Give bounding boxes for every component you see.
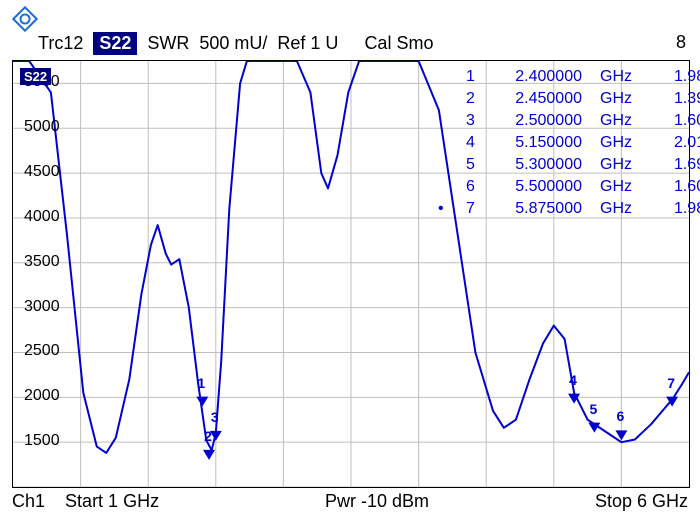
- marker-readout-table: 12.400000GHz1.986U 22.450000GHz1.392U 32…: [438, 66, 700, 220]
- y-tick-label: 4000: [24, 208, 60, 226]
- trace-header: Trc12 S22 SWR 500 mU/ Ref 1 U Cal Smo: [38, 32, 433, 55]
- y-tick-label: 5000: [24, 118, 60, 136]
- footer-bar: Ch1 Start 1 GHz Pwr -10 dBm Stop 6 GHz: [12, 491, 688, 512]
- marker-label: 7: [667, 374, 675, 390]
- trace-id: Trc12: [38, 33, 83, 54]
- y-tick-label: 2500: [24, 342, 60, 360]
- marker-label: 3: [211, 409, 219, 425]
- marker-label: 1: [197, 374, 205, 390]
- marker-row: 32.500000GHz1.604U: [438, 110, 700, 132]
- marker-label: 4: [569, 371, 577, 387]
- y-tick-label: 4500: [24, 163, 60, 181]
- ref-label: Ref 1 U: [277, 33, 338, 54]
- marker-row: 12.400000GHz1.986U: [438, 66, 700, 88]
- start-freq: Start 1 GHz: [65, 491, 159, 511]
- power-label: Pwr -10 dBm: [325, 491, 429, 512]
- format-label: SWR: [147, 33, 189, 54]
- vendor-logo: [12, 6, 38, 32]
- cal-label: Cal Smo: [364, 33, 433, 54]
- y-tick-label: 3500: [24, 253, 60, 271]
- marker-label: 5: [589, 400, 597, 416]
- trace-tag: S22: [20, 68, 51, 85]
- y-tick-label: 3000: [24, 298, 60, 316]
- s-param-badge: S22: [93, 32, 137, 55]
- marker-row: 55.300000GHz1.696U: [438, 154, 700, 176]
- y-tick-label: 1500: [24, 432, 60, 450]
- marker-row: 45.150000GHz2.019U: [438, 132, 700, 154]
- header-right: 8: [676, 32, 686, 53]
- y-tick-label: 2000: [24, 387, 60, 405]
- marker-row: 22.450000GHz1.392U: [438, 88, 700, 110]
- marker-label: 6: [616, 408, 624, 424]
- scale-label: 500 mU/: [199, 33, 267, 54]
- stop-freq: Stop 6 GHz: [595, 491, 688, 512]
- channel-label: Ch1: [12, 491, 45, 511]
- marker-row: •75.875000GHz1.985U: [438, 198, 700, 220]
- vna-screenshot: Trc12 S22 SWR 500 mU/ Ref 1 U Cal Smo 8 …: [0, 0, 700, 530]
- marker-label: 2: [204, 428, 212, 444]
- marker-row: 65.500000GHz1.609U: [438, 176, 700, 198]
